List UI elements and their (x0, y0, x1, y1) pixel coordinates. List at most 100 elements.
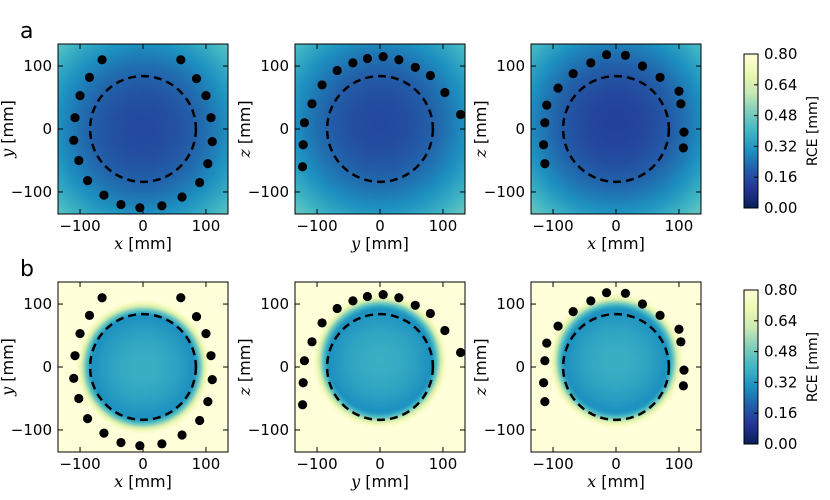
sensor-point (176, 293, 186, 303)
panel-b-2: −100 0 100 100 0 −100 y [mm] z [mm] (235, 281, 466, 491)
sensor-point (84, 310, 95, 320)
y-tick-label: 100 (23, 57, 52, 75)
x-tick-label: 100 (665, 217, 694, 235)
sensor-point (586, 58, 596, 68)
sensor-point (99, 428, 109, 438)
sensor-point (191, 74, 202, 84)
colorbar-tick-label: 0.32 (764, 137, 797, 155)
y-axis-label: z [mm] (471, 338, 490, 396)
x-tick-label: −100 (59, 455, 100, 473)
sensor-point (362, 291, 373, 302)
boundary-circle (561, 312, 671, 422)
sensor-point (394, 293, 404, 303)
y-tick-label: −100 (11, 421, 52, 439)
sensor-point (676, 337, 686, 347)
boundary-circle (88, 312, 198, 422)
sensor-point (568, 306, 578, 317)
sensor-point (75, 329, 85, 339)
sensor-point (455, 347, 466, 358)
colorbar-tick-label: 0.80 (764, 45, 797, 63)
x-tick-label: 100 (429, 455, 458, 473)
sensor-point (195, 177, 205, 188)
y-axis-label: z [mm] (471, 100, 490, 158)
colorbar-label: RCE [mm] (805, 332, 821, 402)
boundary-circle (561, 74, 671, 184)
heatmap-image (58, 282, 228, 452)
x-tick-label: 0 (138, 455, 148, 473)
sensor-point (177, 192, 187, 202)
sensor-point (540, 159, 550, 169)
sensor-point (637, 299, 648, 309)
colorbar-tick-label: 0.32 (764, 373, 797, 391)
sensor-point (84, 72, 95, 82)
sensor-point (207, 374, 217, 385)
sensor-point (425, 308, 435, 319)
colorbar-tick-label: 0.64 (764, 312, 797, 330)
sensor-point (135, 441, 145, 451)
sensor-point (348, 58, 358, 68)
sensor-point (655, 72, 665, 82)
colorbar-tick-label: 0.00 (764, 199, 797, 217)
sensor-point (206, 113, 216, 123)
boundary-circle (325, 312, 435, 422)
sensor-point (674, 324, 684, 334)
sensor-point (410, 300, 420, 310)
sensor-point (135, 203, 145, 213)
colorbar-b: 0.00 0.16 0.32 0.48 0.64 0.80 RCE [mm] (743, 281, 821, 453)
y-axis-label: z [mm] (235, 338, 254, 396)
sensor-point (678, 143, 688, 153)
y-tick-label: 100 (496, 57, 525, 75)
sensor-point (203, 159, 213, 169)
sensor-point (206, 351, 216, 361)
sensor-point (116, 199, 126, 210)
sensor-point (299, 356, 310, 366)
sensor-point (299, 118, 310, 128)
colorbar-label: RCE [mm] (805, 96, 821, 166)
sensor-point (553, 83, 563, 93)
y-tick-label: 0 (515, 120, 525, 138)
y-tick-label: 0 (279, 120, 289, 138)
sensor-point (620, 50, 631, 60)
sensor-point (307, 99, 317, 109)
panel-a-1: −100 0 100 100 0 −100 x [mm] y [mm] (0, 43, 229, 253)
y-tick-label: −100 (484, 421, 525, 439)
sensor-point (201, 91, 211, 101)
sensor-point (620, 288, 631, 298)
colorbar-a: 0.00 0.16 0.32 0.48 0.64 0.80 RCE [mm] (743, 45, 821, 217)
sensor-point (553, 321, 563, 331)
y-tick-label: 100 (496, 295, 525, 313)
sensor-point (69, 135, 79, 145)
y-tick-label: −100 (248, 183, 289, 201)
y-axis-label: y [mm] (0, 338, 17, 397)
sensor-point (75, 91, 85, 101)
colorbar-tick-label: 0.48 (764, 107, 797, 125)
sensor-point (674, 86, 684, 96)
panel-b-1: −100 0 100 100 0 −100 x [mm] y [mm] (0, 281, 229, 491)
sensor-point (297, 400, 308, 410)
panel-b-3: −100 0 100 100 0 −100 x [mm] z [mm] (471, 281, 702, 491)
sensor-point (97, 55, 107, 65)
x-tick-label: 100 (665, 455, 694, 473)
sensor-point (378, 289, 388, 300)
sensor-point (298, 378, 308, 388)
y-tick-label: 100 (260, 295, 289, 313)
sensor-point (70, 351, 80, 361)
heatmap-image (295, 282, 465, 452)
sensor-point (538, 140, 549, 150)
sensor-point (538, 378, 549, 388)
x-tick-label: 100 (192, 217, 221, 235)
colorbar-tick-label: 0.16 (764, 168, 797, 186)
sensor-point (74, 393, 84, 404)
y-tick-label: −100 (248, 421, 289, 439)
x-axis-label: y [mm] (350, 234, 409, 253)
sensor-point (99, 190, 109, 200)
x-axis-label: x [mm] (587, 234, 645, 253)
x-tick-label: 0 (611, 455, 621, 473)
boundary-circle (88, 74, 198, 184)
colorbar-tick-label: 0.80 (764, 281, 797, 299)
sensor-point (540, 356, 550, 366)
sensor-point (69, 373, 79, 383)
sensor-point (378, 51, 388, 62)
y-tick-label: −100 (11, 183, 52, 201)
